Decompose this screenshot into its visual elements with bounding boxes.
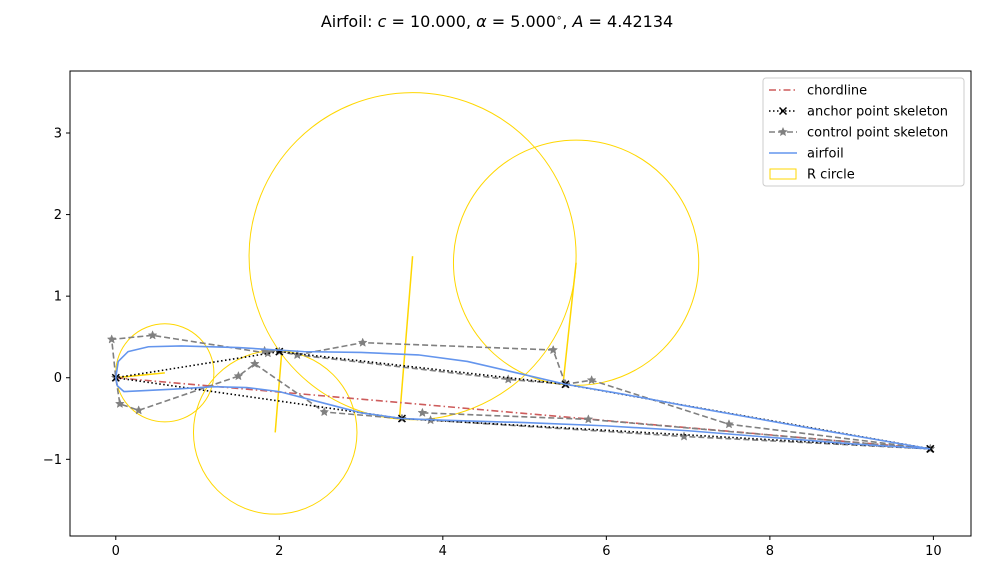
x-tick-label-4: 8 [766, 544, 774, 559]
plot-content [106, 92, 936, 515]
series-control-line-3 [297, 341, 567, 385]
plot-frame [69, 70, 972, 537]
series-control-point-1-0 [262, 348, 273, 358]
series-airfoil-line-0 [114, 345, 931, 450]
series-control-point-0-2 [586, 375, 597, 385]
series-control-point-1-4 [114, 398, 125, 409]
axis-ticks: 0 2 4 6 8 10 −1 0 1 2 3 [43, 127, 942, 560]
series-control-line-0 [264, 350, 931, 450]
series-control-point-1-7 [249, 358, 260, 369]
x-tick-label-2: 4 [439, 544, 447, 559]
legend-label-anchor: anchor point skeleton [807, 105, 948, 120]
chart-title: Airfoil: c = 10.000, α = 5.000∘, A = 4.4… [321, 12, 673, 31]
series-control-point-1-1 [147, 330, 158, 340]
series-chordline-line-0 [115, 376, 931, 450]
legend-label-chordline: chordline [807, 84, 867, 99]
r-circle-radius-3 [562, 262, 577, 385]
series-control-point-1-8 [319, 406, 330, 417]
legend-handle-rcircle [769, 168, 797, 180]
series-control-point-2-1 [583, 414, 594, 424]
x-tick-label-5: 10 [925, 544, 942, 559]
r-circle-radius-2 [398, 256, 414, 419]
series-control-point-1-2 [106, 334, 117, 344]
series-control-point-3-2 [548, 344, 559, 355]
y-tick-label-3: 2 [54, 208, 62, 223]
legend-marker-control [778, 126, 788, 137]
series-control-point-1-6 [233, 370, 244, 381]
legend-marker-anchor [778, 106, 788, 116]
legend-label-control: control point skeleton [807, 126, 948, 141]
y-tick-label-2: 1 [54, 290, 62, 305]
y-tick-label-0: −1 [43, 453, 62, 468]
series-control-point-1-5 [133, 405, 144, 415]
series-anchor-point-0-5 [926, 444, 935, 453]
legend-box [762, 77, 965, 187]
series-control-point-2-0 [417, 407, 428, 417]
x-tick-label-0: 0 [112, 544, 120, 559]
legend-label-rcircle: R circle [807, 168, 855, 183]
legend-label-airfoil: airfoil [807, 147, 844, 162]
r-circle-radius-0 [115, 372, 165, 379]
x-tick-label-3: 6 [602, 544, 610, 559]
x-tick-label-1: 2 [275, 544, 283, 559]
series-control-point-0-1 [724, 419, 734, 429]
legend: chordline anchor point skeleton control po… [762, 77, 965, 187]
y-tick-label-1: 0 [54, 371, 62, 386]
series-control-point-3-1 [357, 337, 368, 347]
y-tick-label-4: 3 [54, 127, 62, 142]
